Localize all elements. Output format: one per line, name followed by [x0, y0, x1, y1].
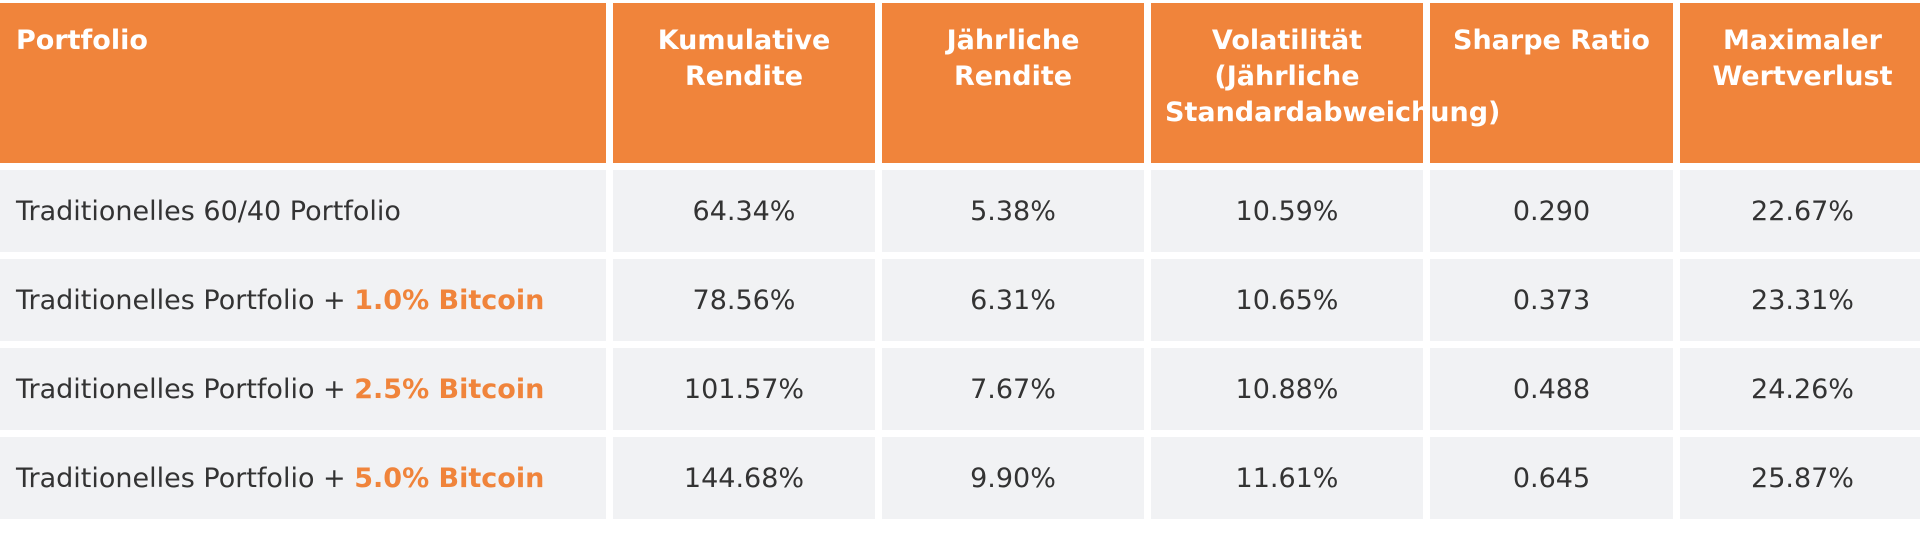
cell-sharpe-ratio: 0.373 — [1430, 259, 1673, 341]
table-row: Traditionelles Portfolio + 5.0% Bitcoin … — [0, 437, 1920, 519]
bitcoin-allocation-highlight: 2.5% Bitcoin — [354, 373, 545, 405]
cell-portfolio-name: Traditionelles Portfolio + 2.5% Bitcoin — [0, 348, 606, 430]
header-row: Portfolio Kumulative Rendite Jährliche R… — [0, 3, 1920, 163]
cell-cumulative-return: 78.56% — [613, 259, 875, 341]
portfolio-name-text: Traditionelles Portfolio + — [16, 462, 355, 494]
cell-portfolio-name: Traditionelles 60/40 Portfolio — [0, 170, 606, 252]
bitcoin-allocation-highlight: 1.0% Bitcoin — [354, 284, 545, 316]
table-row: Traditionelles Portfolio + 1.0% Bitcoin … — [0, 259, 1920, 341]
cell-sharpe-ratio: 0.645 — [1430, 437, 1673, 519]
header-volatility: Volatilität (Jährliche Standardabweichun… — [1151, 3, 1500, 163]
bitcoin-allocation-highlight: 5.0% Bitcoin — [354, 462, 545, 494]
header-max-drawdown: Maximaler Wertverlust — [1680, 3, 1920, 163]
cell-annual-return: 9.90% — [882, 437, 1144, 519]
cell-annual-return: 5.38% — [882, 170, 1144, 252]
cell-annual-return: 6.31% — [882, 259, 1144, 341]
cell-max-drawdown: 22.67% — [1680, 170, 1920, 252]
cell-volatility: 10.65% — [1151, 259, 1423, 341]
cell-sharpe-ratio: 0.290 — [1430, 170, 1673, 252]
cell-portfolio-name: Traditionelles Portfolio + 5.0% Bitcoin — [0, 437, 606, 519]
portfolio-name-text: Traditionelles 60/40 Portfolio — [16, 195, 401, 227]
header-sharpe-ratio: Sharpe Ratio — [1430, 3, 1673, 163]
cell-volatility: 10.59% — [1151, 170, 1423, 252]
cell-annual-return: 7.67% — [882, 348, 1144, 430]
header-portfolio: Portfolio — [0, 3, 606, 163]
table-row: Traditionelles Portfolio + 2.5% Bitcoin … — [0, 348, 1920, 430]
cell-volatility: 10.88% — [1151, 348, 1423, 430]
cell-cumulative-return: 101.57% — [613, 348, 875, 430]
cell-cumulative-return: 64.34% — [613, 170, 875, 252]
cell-cumulative-return: 144.68% — [613, 437, 875, 519]
table-row: Traditionelles 60/40 Portfolio 64.34% 5.… — [0, 170, 1920, 252]
cell-max-drawdown: 24.26% — [1680, 348, 1920, 430]
portfolio-name-text: Traditionelles Portfolio + — [16, 373, 355, 405]
cell-volatility: 11.61% — [1151, 437, 1423, 519]
cell-max-drawdown: 23.31% — [1680, 259, 1920, 341]
cell-portfolio-name: Traditionelles Portfolio + 1.0% Bitcoin — [0, 259, 606, 341]
comparison-table-wrapper: Portfolio Kumulative Rendite Jährliche R… — [0, 3, 1920, 526]
cell-max-drawdown: 25.87% — [1680, 437, 1920, 519]
header-annual-return: Jährliche Rendite — [882, 3, 1144, 163]
portfolio-name-text: Traditionelles Portfolio + — [16, 284, 355, 316]
cell-sharpe-ratio: 0.488 — [1430, 348, 1673, 430]
header-cumulative-return: Kumulative Rendite — [613, 3, 875, 163]
